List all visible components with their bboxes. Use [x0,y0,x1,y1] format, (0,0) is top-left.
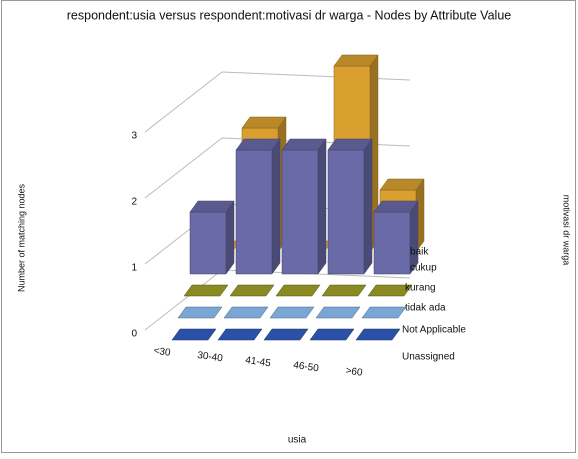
legend-label: Not Applicable [402,325,466,336]
x-tick-label: <30 [153,346,172,359]
bar [373,200,419,275]
bar-top [333,54,379,67]
bar [217,328,263,341]
bar [189,200,235,275]
legend-label: Unassigned [402,352,455,363]
bar [177,306,223,319]
bar [183,284,229,297]
bar-top [315,306,361,319]
x-tick-label: 30-40 [197,350,224,365]
bar [171,328,217,341]
bar [263,328,309,341]
bar-top [241,116,287,129]
bar-top [361,306,407,319]
bar-top [217,328,263,341]
bar [361,306,407,319]
bar-top [355,328,401,341]
x-axis-label: usia [288,435,307,446]
bar [281,138,327,275]
z-axis-label: motivasi dr warga [562,195,572,266]
bar-top [229,284,275,297]
chart-title: respondent:usia versus respondent:motiva… [67,8,512,22]
y-axis-label: Number of matching nodes [16,183,26,292]
bar [275,284,321,297]
bar [321,284,367,297]
bar [367,284,413,297]
legend-label: cukup [410,263,437,274]
grid-line [144,269,411,331]
x-tick-label: 41-45 [245,355,272,370]
bar [229,284,275,297]
bar-top [321,284,367,297]
y-tick-label: 1 [131,263,137,274]
bar-top [235,138,281,151]
y-tick-label: 0 [131,329,137,340]
bar-top [269,306,315,319]
bar [223,306,269,319]
bar-side [363,138,373,275]
legend-label: tidak ada [405,303,446,314]
bar [309,328,355,341]
y-tick-label: 3 [131,131,137,142]
bar-side [225,200,235,275]
bar-top [263,328,309,341]
bar-top [281,138,327,151]
bar-top [373,200,419,213]
bar-top [171,328,217,341]
legend-label: kurang [405,283,436,294]
x-tick-label: >60 [345,366,364,379]
bar [235,138,281,275]
bar-front [281,149,319,275]
x-tick-label: 46-50 [293,360,320,375]
bar-front [189,211,227,275]
bar [315,306,361,319]
bar-top [177,306,223,319]
bar-top [275,284,321,297]
bar-top [327,138,373,151]
bar-top [183,284,229,297]
bar [327,138,373,275]
legend-label: baik [410,247,429,258]
bar-front [327,149,365,275]
bar [269,306,315,319]
bar-front [235,149,273,275]
bar-top [189,200,235,213]
bar-top [223,306,269,319]
bar-top [379,178,425,191]
bar-front [373,211,411,275]
bar-top [367,284,413,297]
y-tick-label: 2 [131,197,137,208]
bar-side [271,138,281,275]
bar-top [309,328,355,341]
bar-side [317,138,327,275]
bar [355,328,401,341]
